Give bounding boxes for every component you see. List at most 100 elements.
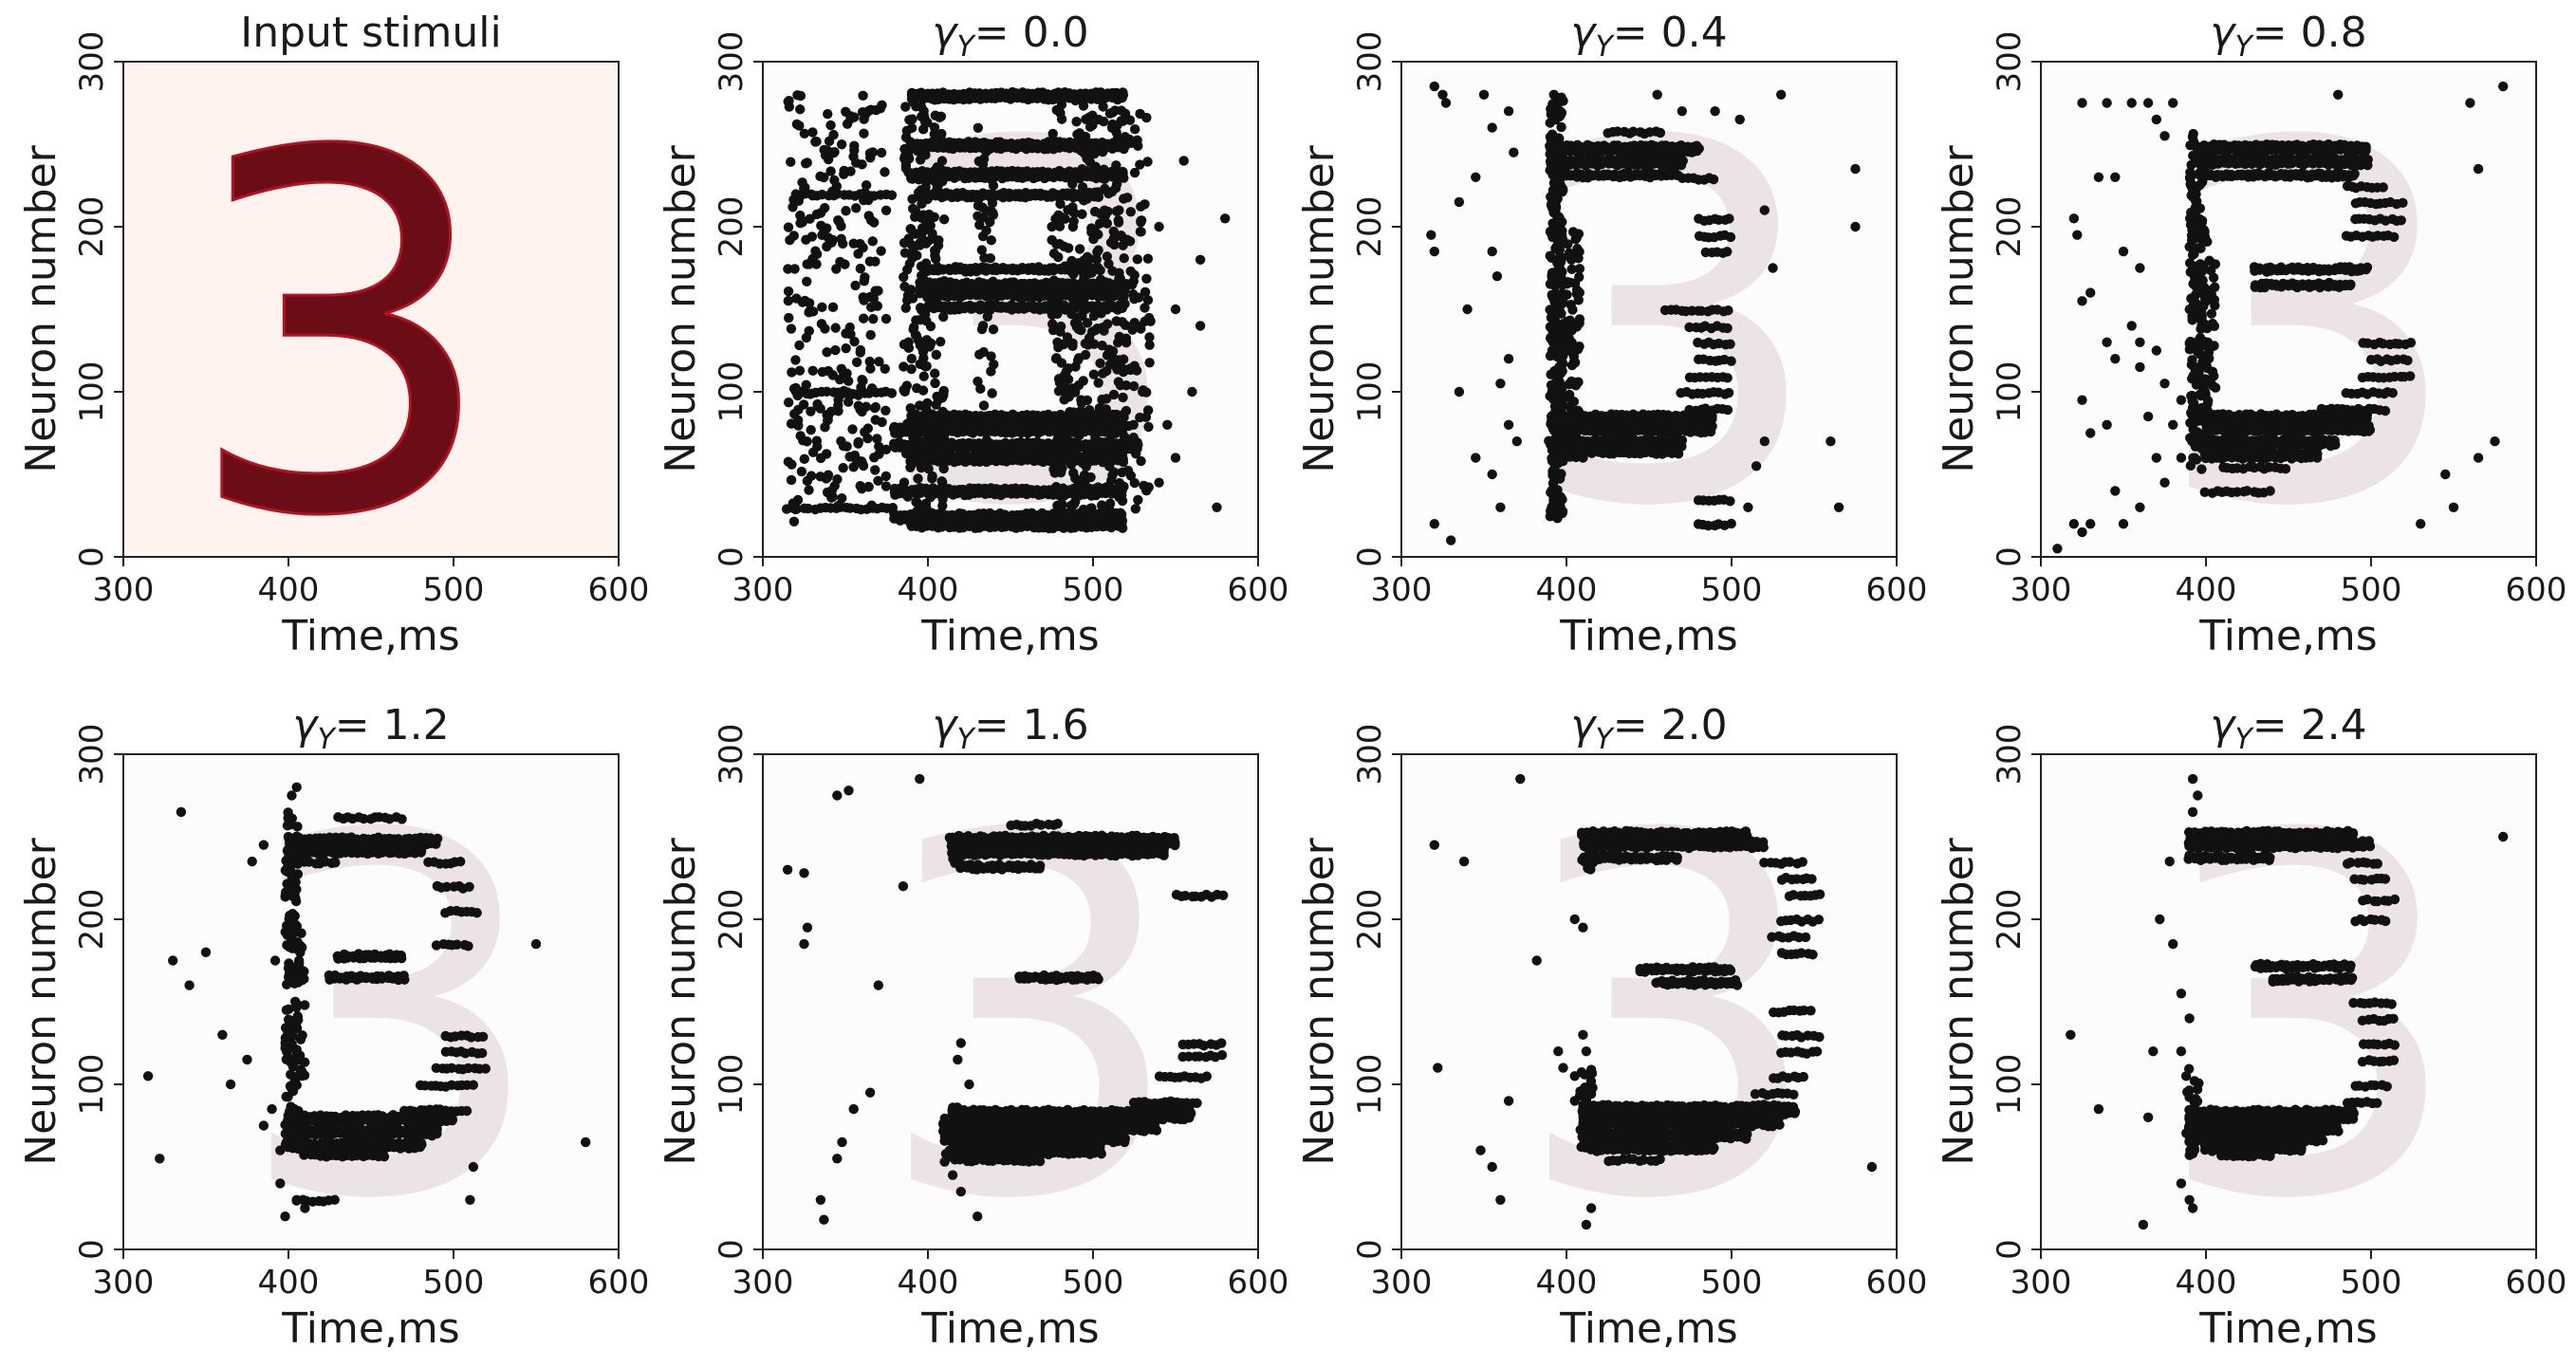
- spike: [835, 257, 844, 267]
- spike: [1546, 419, 1555, 429]
- spike: [1504, 106, 1513, 116]
- spike: [919, 223, 929, 232]
- spike: [1722, 373, 1732, 382]
- spike: [1546, 370, 1555, 379]
- spike: [850, 281, 860, 290]
- spike: [1171, 453, 1180, 462]
- spike: [1125, 116, 1135, 125]
- spike: [1085, 472, 1095, 482]
- spike: [903, 491, 913, 501]
- spike: [921, 504, 931, 513]
- spike: [863, 482, 873, 491]
- spike: [921, 91, 931, 101]
- spike: [925, 342, 935, 351]
- x-tick-label: 600: [588, 571, 650, 609]
- spike: [836, 221, 845, 231]
- spike: [1130, 478, 1140, 488]
- y-tick-label: 300: [1351, 31, 1389, 93]
- spike: [1113, 133, 1122, 142]
- spike: [911, 330, 920, 340]
- spike: [1066, 459, 1076, 469]
- spike: [899, 282, 909, 291]
- spike: [2388, 388, 2398, 397]
- spike: [1071, 117, 1081, 126]
- y-tick-label: 300: [73, 31, 111, 93]
- title-value: = 0.0: [974, 9, 1089, 57]
- spike: [784, 313, 793, 323]
- spike: [795, 104, 805, 114]
- spike: [978, 231, 988, 241]
- spike: [789, 264, 799, 273]
- spike: [1562, 329, 1571, 339]
- spike: [807, 254, 817, 264]
- spike: [880, 167, 889, 176]
- spike: [887, 388, 897, 397]
- plot-area: 3: [1401, 39, 1897, 614]
- spike: [2363, 410, 2372, 419]
- spike: [1125, 267, 1135, 276]
- spike: [1068, 468, 1078, 477]
- spike: [1567, 305, 1577, 314]
- spike: [872, 434, 881, 443]
- spike: [1067, 339, 1077, 348]
- spike: [830, 323, 840, 332]
- spike: [859, 195, 868, 205]
- spike: [1488, 122, 1497, 132]
- spike: [1112, 206, 1121, 215]
- spike: [1091, 490, 1101, 500]
- spike: [1556, 122, 1566, 132]
- spike: [888, 503, 898, 512]
- spike: [983, 312, 992, 322]
- spike: [1129, 433, 1139, 442]
- spike: [862, 180, 871, 190]
- spike: [1143, 295, 1153, 305]
- spike: [1441, 98, 1451, 107]
- spike: [1121, 380, 1131, 390]
- spike: [937, 477, 947, 487]
- spike: [930, 95, 939, 104]
- spike: [930, 122, 939, 132]
- spike: [858, 458, 867, 468]
- spike: [1154, 478, 1163, 488]
- spike: [918, 487, 928, 496]
- spike: [877, 148, 886, 157]
- spike: [858, 243, 867, 252]
- spike: [1103, 412, 1113, 421]
- spike: [1565, 418, 1574, 428]
- spike: [1572, 406, 1582, 416]
- y-tick-label: 0: [73, 546, 111, 567]
- spike: [1488, 470, 1497, 479]
- spike: [1212, 503, 1221, 512]
- spike: [881, 206, 891, 215]
- spike: [790, 505, 800, 514]
- plot-area: 3: [123, 49, 619, 624]
- spike: [1052, 338, 1062, 347]
- spike: [937, 494, 947, 504]
- spike: [1138, 387, 1147, 397]
- spike: [1079, 275, 1088, 285]
- spike: [841, 206, 850, 215]
- spike: [837, 139, 846, 149]
- spike: [801, 158, 810, 168]
- spike: [917, 518, 927, 527]
- spike: [1110, 105, 1120, 115]
- spike: [797, 467, 806, 476]
- spike: [825, 166, 835, 176]
- spike: [1512, 436, 1522, 446]
- spike: [1070, 280, 1080, 289]
- spike: [1726, 357, 1735, 366]
- spike: [1547, 445, 1557, 454]
- spike: [1102, 366, 1111, 376]
- spike: [802, 277, 811, 287]
- spike: [1722, 324, 1732, 333]
- y-axis-label: Neuron number: [657, 144, 705, 472]
- spike: [1547, 169, 1557, 178]
- spike: [938, 390, 948, 399]
- spike: [1141, 274, 1151, 284]
- spike: [985, 293, 994, 303]
- spike: [1110, 120, 1120, 130]
- spike: [845, 114, 855, 123]
- spike: [913, 473, 922, 483]
- spike: [1653, 90, 1662, 100]
